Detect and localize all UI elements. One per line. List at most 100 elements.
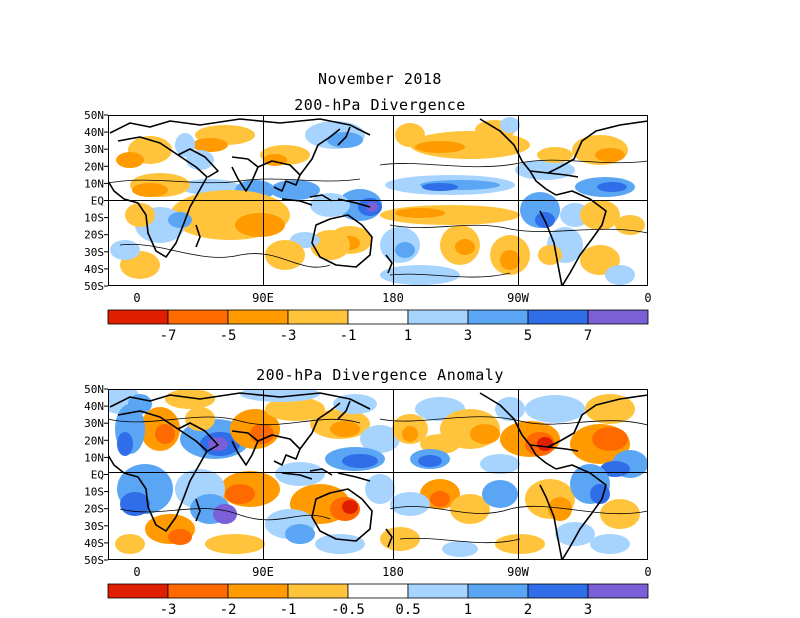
zero-contour-line (389, 272, 511, 278)
colorbar-swatch-pos4 (587, 583, 649, 599)
divergence-field (108, 117, 648, 286)
latitude-label: 40N (84, 400, 104, 413)
shaded-contour-neg3 (168, 529, 192, 545)
shaded-contour-pos1 (500, 117, 520, 133)
colorbar-label: 0.5 (395, 602, 420, 618)
colorbar-label: 5 (524, 328, 532, 344)
colorbar-label: 1 (404, 328, 412, 344)
map-gridlines (108, 115, 648, 286)
coastline-path (281, 472, 313, 480)
coastlines (108, 118, 648, 286)
longitude-label: 180 (382, 565, 404, 579)
shaded-contour-pos1 (110, 240, 140, 260)
shaded-contour-neg2 (116, 152, 144, 168)
zero-contour-line (119, 508, 331, 521)
shaded-contour-neg2 (395, 208, 445, 218)
latitude-label: 50S (84, 280, 104, 293)
shaded-contour-pos3 (418, 455, 442, 467)
shaded-contour-pos1 (175, 133, 195, 157)
shaded-contour-neg3 (430, 491, 450, 507)
colorbar-swatch-neg2 (227, 309, 289, 325)
panel1-title: 200-hPa Divergence (294, 96, 466, 114)
shaded-contour-neg3 (592, 427, 628, 451)
colorbar-label: 1 (464, 602, 472, 618)
latitude-label: 30S (84, 246, 104, 259)
longitude-label: 90E (252, 565, 274, 579)
shaded-contour-pos1 (360, 425, 400, 453)
shaded-contour-neg3 (225, 484, 255, 504)
shaded-contour-neg2 (402, 426, 418, 442)
latitude-label: 20N (84, 160, 104, 173)
shaded-contour-pos1 (495, 397, 525, 421)
colorbar-swatch-neg4 (107, 309, 169, 325)
coastline-path (231, 430, 259, 466)
colorbar-label: 3 (584, 602, 592, 618)
colorbar-label: -2 (220, 602, 237, 618)
shaded-contour-neg2 (330, 421, 360, 437)
shaded-contour-neg2 (470, 424, 500, 444)
colorbar-label: 3 (464, 328, 472, 344)
coastline-path (257, 434, 301, 466)
colorbar-swatch-pos1 (407, 583, 469, 599)
latitude-label: 40N (84, 126, 104, 139)
shaded-contour-neg1 (115, 534, 145, 554)
latitude-label: 50N (84, 383, 104, 396)
colorbar-swatch-neg1 (287, 309, 349, 325)
longitude-labels: 0 90E 180 90W 0 (133, 291, 651, 305)
shaded-contour-pos3 (422, 183, 458, 191)
coastline-path (337, 400, 351, 420)
shaded-contour-neg1 (125, 203, 155, 227)
colorbar-label: -3 (280, 328, 297, 344)
latitude-label: 30N (84, 143, 104, 156)
colorbar-swatch-pos2 (467, 583, 529, 599)
coastline-path (385, 528, 393, 548)
coastline-path (311, 214, 373, 268)
latitude-label: EQ (91, 469, 104, 482)
coastline-path (479, 118, 648, 174)
divergence-colorbar: -7 -5 -3 -1 1 3 5 7 (107, 309, 649, 344)
divergence-map-panel: 50N 40N 30N 20N 10N EQ 10S 20S 30S 40S 50S 0 90E 180… (84, 109, 651, 344)
shaded-contour-neg2 (235, 213, 285, 237)
shaded-contour-pos1 (240, 389, 320, 402)
zero-contour-line (119, 243, 331, 268)
coastline-path (195, 224, 201, 248)
shaded-contour-pos1 (275, 462, 325, 486)
colorbar-label: 7 (584, 328, 592, 344)
shaded-contour-pos1 (380, 265, 460, 285)
longitude-label: 90E (252, 291, 274, 305)
latitude-label: 10S (84, 212, 104, 225)
latitude-label: 20S (84, 229, 104, 242)
coastline-path (547, 172, 579, 178)
zero-contour-line (379, 159, 648, 168)
colorbar-label: 2 (524, 602, 532, 618)
latitude-label: 50N (84, 109, 104, 122)
coastline-path (195, 498, 201, 522)
shaded-contour-pos1 (555, 522, 595, 546)
latitude-label: 40S (84, 537, 104, 550)
shaded-contour-neg2 (455, 239, 475, 255)
colorbar-label: -1 (340, 328, 357, 344)
latitude-label: 20S (84, 503, 104, 516)
zero-contour-line (379, 416, 648, 426)
coastline-path (108, 410, 208, 532)
shaded-contour-pos3 (342, 454, 378, 468)
shaded-contour-neg4 (342, 500, 358, 514)
latitude-label: 30S (84, 520, 104, 533)
longitude-label: 90W (507, 565, 529, 579)
colorbar-swatch-neg3 (167, 309, 229, 325)
shaded-contour-neg1 (580, 245, 620, 275)
shaded-contour-pos3 (117, 432, 133, 456)
anomaly-map-panel: 50N 40N 30N 20N 10N EQ 10S 20S 30S 40S 50S 0 90E 180… (84, 383, 651, 618)
shaded-contour-pos1 (390, 492, 430, 516)
shaded-contour-pos3 (120, 492, 150, 516)
zero-contour-line (108, 416, 361, 426)
zero-contour-line (389, 224, 648, 234)
shaded-contour-neg2 (500, 250, 520, 270)
shaded-contour-neg4 (537, 437, 553, 451)
latitude-labels: 50N 40N 30N 20N 10N EQ 10S 20S 30S 40S 50S (84, 383, 108, 567)
shaded-contour-pos1 (365, 474, 395, 504)
shaded-contour-neg1 (205, 534, 265, 554)
shaded-contour-neg1 (265, 397, 325, 421)
longitude-label: 0 (133, 291, 140, 305)
anomaly-field (108, 389, 648, 560)
